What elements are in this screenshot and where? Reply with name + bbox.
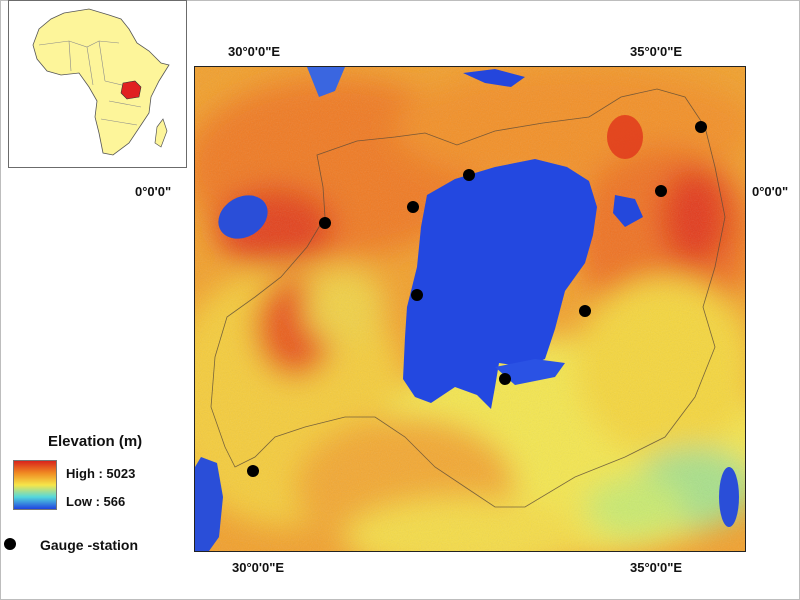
gauge-station bbox=[655, 185, 667, 197]
gauge-station bbox=[463, 169, 475, 181]
elevation-map bbox=[194, 66, 746, 552]
gauge-station bbox=[247, 465, 259, 477]
africa-locator-inset bbox=[8, 0, 187, 168]
legend-low-label: Low : 566 bbox=[66, 494, 126, 509]
gauge-station bbox=[411, 289, 423, 301]
longitude-label-top-right: 35°0'0"E bbox=[630, 44, 683, 59]
longitude-label-top-left: 30°0'0"E bbox=[228, 44, 281, 59]
gauge-station-legend-label: Gauge -station bbox=[40, 537, 139, 553]
longitude-label-bottom-right: 35°0'0"E bbox=[630, 560, 683, 575]
elevation-color-ramp bbox=[13, 460, 57, 510]
lake-victoria bbox=[403, 159, 597, 409]
gauge-station bbox=[319, 217, 331, 229]
africa-outline bbox=[32, 8, 170, 156]
gauge-station bbox=[499, 373, 511, 385]
study-area-highlight bbox=[120, 80, 142, 100]
legend-high-label: High : 5023 bbox=[66, 466, 136, 481]
gauge-station bbox=[579, 305, 591, 317]
lake-tanganyika bbox=[195, 457, 223, 551]
latitude-label-right: 0°0'0" bbox=[752, 184, 789, 199]
gauge-station-markers bbox=[247, 121, 707, 477]
gauge-station bbox=[407, 201, 419, 213]
gauge-station-legend-symbol bbox=[4, 538, 16, 550]
legend-title: Elevation (m) bbox=[48, 433, 143, 450]
lake-albert bbox=[218, 195, 268, 239]
latitude-label-left: 0°0'0" bbox=[135, 184, 172, 199]
lake-kyoga bbox=[463, 69, 525, 87]
basin-boundary bbox=[210, 88, 726, 508]
longitude-label-bottom-left: 30°0'0"E bbox=[232, 560, 285, 575]
gauge-station bbox=[695, 121, 707, 133]
